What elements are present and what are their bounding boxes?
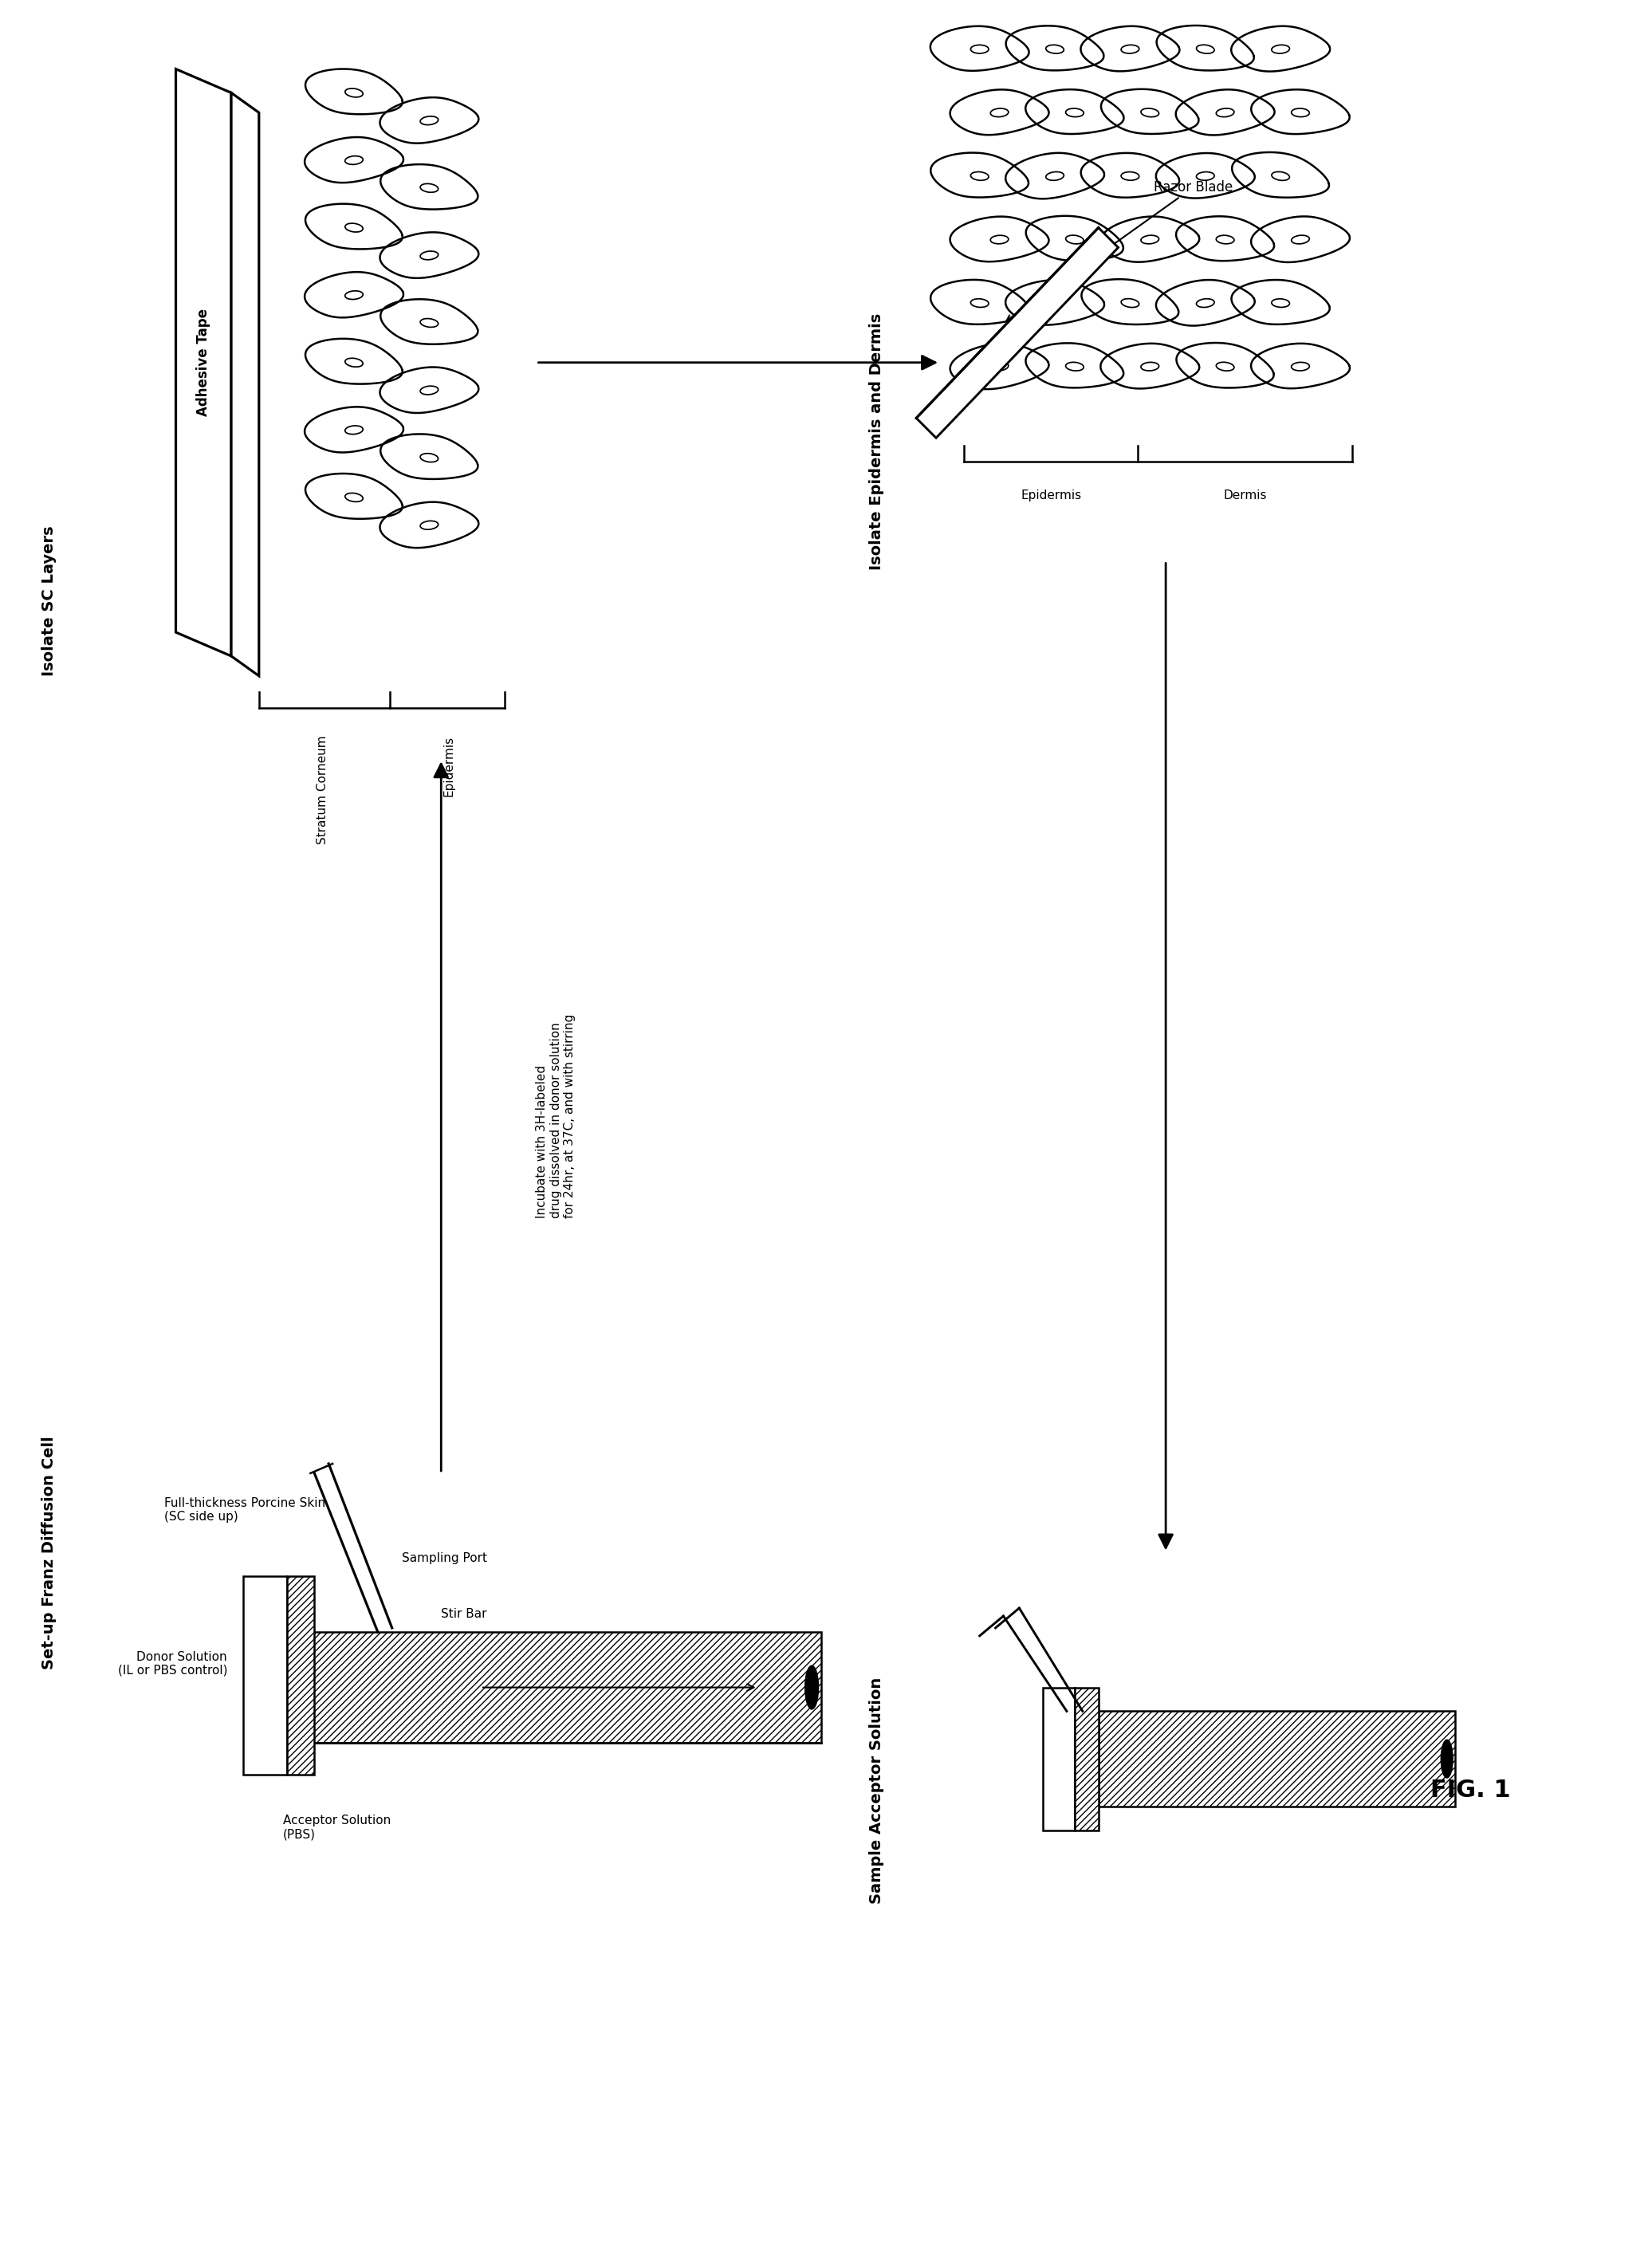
Text: Sample Acceptor Solution: Sample Acceptor Solution (869, 1678, 884, 1904)
Text: Sampling Port: Sampling Port (401, 1553, 487, 1565)
Text: Full-thickness Porcine Skin
(SC side up): Full-thickness Porcine Skin (SC side up) (164, 1497, 325, 1524)
Text: Stratum Corneum: Stratum Corneum (316, 735, 329, 843)
Bar (307, 1632, 821, 1743)
Text: Adhesive Tape: Adhesive Tape (197, 310, 211, 416)
Text: Donor Solution
(IL or PBS control): Donor Solution (IL or PBS control) (117, 1651, 228, 1678)
Bar (287, 1576, 314, 1775)
Text: Stir Bar: Stir Bar (441, 1608, 487, 1621)
Text: Set-up Franz Diffusion Cell: Set-up Franz Diffusion Cell (41, 1436, 56, 1669)
Polygon shape (917, 228, 1118, 439)
Bar (1042, 1687, 1075, 1829)
Bar (1075, 1687, 1099, 1829)
Text: Incubate with 3H-labeled
drug dissolved in donor solution
for 24hr, at 37C, and : Incubate with 3H-labeled drug dissolved … (537, 1015, 577, 1219)
Text: Epidermis: Epidermis (1021, 488, 1082, 502)
Polygon shape (175, 70, 231, 656)
Text: FIG. 1: FIG. 1 (1431, 1779, 1512, 1802)
Text: Dermis: Dermis (1222, 488, 1267, 502)
Ellipse shape (1441, 1739, 1452, 1777)
Text: Isolate Epidermis and Dermis: Isolate Epidermis and Dermis (869, 314, 884, 570)
Polygon shape (231, 93, 259, 676)
Ellipse shape (805, 1666, 818, 1709)
Text: Isolate SC Layers: Isolate SC Layers (41, 525, 56, 676)
Bar (243, 1576, 287, 1775)
Text: Acceptor Solution
(PBS): Acceptor Solution (PBS) (282, 1813, 390, 1840)
Text: Epidermis: Epidermis (443, 735, 454, 796)
Bar (1099, 1712, 1455, 1807)
Text: Razor Blade: Razor Blade (1006, 181, 1232, 321)
